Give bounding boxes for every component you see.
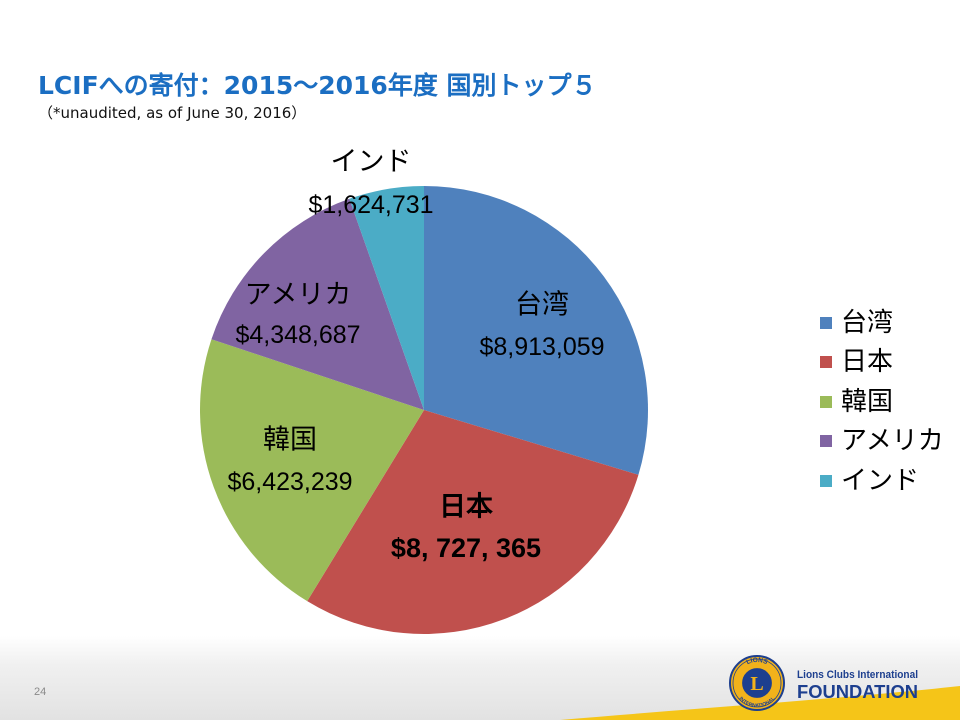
brand-name: Lions Clubs International xyxy=(797,669,918,681)
logo-ring-top-text: LIONS xyxy=(745,657,769,666)
data-label-japan: 日本 $8, 727, 365 xyxy=(391,492,541,564)
legend-label: アメリカ xyxy=(841,426,944,457)
brand-foundation: FOUNDATION xyxy=(797,682,918,702)
pie-slice-japan xyxy=(307,410,639,635)
lions-logo: LIONS INTERNATIONAL L xyxy=(729,655,785,711)
legend-swatch xyxy=(820,316,832,329)
pie-chart: 台湾 $8,913,059 日本 $8, 727, 365 韓国 $6,423,239 アメ… xyxy=(199,147,648,635)
data-label-value: $8, 727, 365 xyxy=(391,533,541,563)
data-label-value: $4,348,687 xyxy=(235,321,360,349)
footer-band: LIONS INTERNATIONAL L Lions Clubs Intern… xyxy=(0,636,960,720)
legend-label: インド xyxy=(841,465,920,496)
footer-yellow-swoosh xyxy=(560,686,960,720)
data-label-india: インド $1,624,731 xyxy=(308,147,433,220)
data-label-category: 日本 xyxy=(439,492,493,523)
legend-label: 韓国 xyxy=(841,386,894,417)
data-label-value: $1,624,731 xyxy=(308,191,433,219)
data-label-usa: アメリカ $4,348,687 xyxy=(235,280,360,350)
legend-swatch xyxy=(820,356,832,369)
data-label-category: 台湾 xyxy=(515,290,569,321)
data-label-value: $6,423,239 xyxy=(227,468,352,496)
pie-slice-india xyxy=(349,186,424,410)
page-number: 24 xyxy=(34,686,47,698)
legend-item-korea: 韓国 xyxy=(820,382,956,422)
data-label-korea: 韓国 $6,423,239 xyxy=(227,425,352,497)
data-label-taiwan: 台湾 $8,913,059 xyxy=(479,290,604,362)
slide-title: LCIFへの寄付：2015～2016年度 国別トップ５ xyxy=(38,71,597,100)
svg-text:LIONS: LIONS xyxy=(745,657,769,666)
legend-item-india: インド xyxy=(820,461,956,501)
legend-item-taiwan: 台湾 xyxy=(820,303,956,343)
data-label-category: アメリカ xyxy=(245,280,352,311)
legend-swatch xyxy=(820,474,832,487)
pie-slice-korea xyxy=(199,339,424,602)
pie-slice-taiwan xyxy=(424,186,648,475)
legend-label: 台湾 xyxy=(841,307,894,338)
slide-subtitle: （*unaudited, as of June 30, 2016） xyxy=(38,104,307,122)
logo-inner-circle xyxy=(740,666,774,700)
legend-swatch xyxy=(820,395,832,408)
legend: 台湾 日本 韓国 アメリカ インド xyxy=(820,303,956,501)
logo-letter: L xyxy=(750,673,763,695)
data-label-category: 韓国 xyxy=(263,425,317,456)
data-label-category: インド xyxy=(331,147,412,178)
legend-item-usa: アメリカ xyxy=(820,422,956,462)
legend-label: 日本 xyxy=(841,347,894,378)
pie-slices xyxy=(199,186,648,635)
pie-data-labels: 台湾 $8,913,059 日本 $8, 727, 365 韓国 $6,423,239 アメ… xyxy=(227,147,604,564)
legend-swatch xyxy=(820,435,832,448)
legend-item-japan: 日本 xyxy=(820,343,956,383)
pie-slice-usa xyxy=(211,198,424,410)
data-label-value: $8,913,059 xyxy=(479,333,604,361)
